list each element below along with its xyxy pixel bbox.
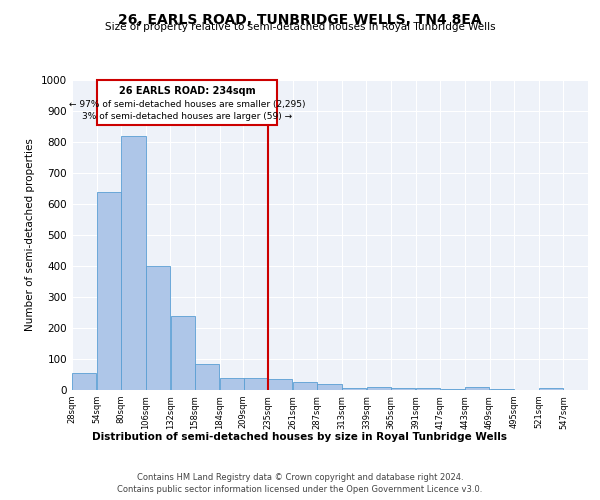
- Bar: [171, 316, 195, 390]
- Text: Size of property relative to semi-detached houses in Royal Tunbridge Wells: Size of property relative to semi-detach…: [104, 22, 496, 32]
- Text: 3% of semi-detached houses are larger (59) →: 3% of semi-detached houses are larger (5…: [82, 112, 292, 122]
- Bar: [72, 373, 97, 390]
- Bar: [391, 388, 415, 390]
- Bar: [367, 387, 391, 390]
- Text: 26, EARLS ROAD, TUNBRIDGE WELLS, TN4 8EA: 26, EARLS ROAD, TUNBRIDGE WELLS, TN4 8EA: [118, 12, 482, 26]
- Text: 26 EARLS ROAD: 234sqm: 26 EARLS ROAD: 234sqm: [119, 86, 256, 96]
- Bar: [317, 384, 341, 390]
- Text: ← 97% of semi-detached houses are smaller (2,295): ← 97% of semi-detached houses are smalle…: [69, 100, 305, 109]
- Bar: [146, 266, 170, 390]
- Text: Contains HM Land Registry data © Crown copyright and database right 2024.: Contains HM Land Registry data © Crown c…: [137, 472, 463, 482]
- Bar: [244, 378, 268, 390]
- Bar: [97, 192, 121, 390]
- Bar: [196, 364, 220, 390]
- Bar: [220, 378, 244, 390]
- Bar: [465, 387, 489, 390]
- Bar: [539, 388, 563, 390]
- Y-axis label: Number of semi-detached properties: Number of semi-detached properties: [25, 138, 35, 332]
- Text: Contains public sector information licensed under the Open Government Licence v3: Contains public sector information licen…: [118, 485, 482, 494]
- Text: Distribution of semi-detached houses by size in Royal Tunbridge Wells: Distribution of semi-detached houses by …: [92, 432, 508, 442]
- Bar: [416, 388, 440, 390]
- Bar: [293, 382, 317, 390]
- Bar: [268, 379, 292, 390]
- Bar: [121, 136, 146, 390]
- FancyBboxPatch shape: [97, 80, 277, 125]
- Bar: [342, 388, 366, 390]
